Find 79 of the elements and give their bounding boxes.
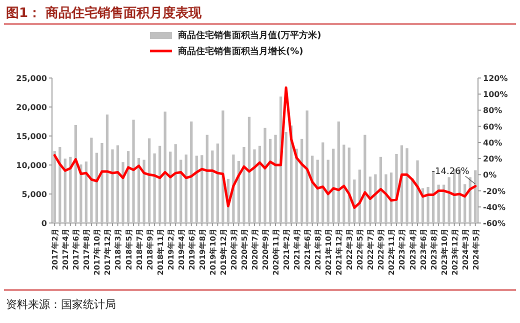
bar <box>184 154 188 223</box>
bar <box>100 142 104 223</box>
chart-title: 图1： 商品住宅销售面积月度表现 <box>6 5 203 21</box>
bar <box>180 160 182 223</box>
bar <box>126 151 130 223</box>
y2-tick-label: 80% <box>483 106 502 116</box>
bar <box>174 144 177 223</box>
y-tick-label: 15,000 <box>16 132 48 141</box>
bar <box>95 152 98 223</box>
bar <box>448 177 450 223</box>
bar <box>206 134 208 223</box>
annotation: -14.26% <box>432 167 470 178</box>
bar <box>332 148 335 223</box>
bar <box>84 162 88 223</box>
bar <box>90 138 93 223</box>
y-tick-label: 5,000 <box>22 190 48 199</box>
bar <box>274 134 277 223</box>
bar <box>200 155 204 223</box>
bar <box>153 153 156 223</box>
bar <box>53 151 56 223</box>
bar <box>322 142 324 223</box>
bar <box>374 174 377 223</box>
y2-tick-label: 60% <box>483 122 502 132</box>
y-tick-label: 0 <box>41 219 48 228</box>
bar <box>132 120 135 223</box>
bar <box>264 128 266 223</box>
bar <box>64 158 66 223</box>
y2-tick-label: 20% <box>483 154 502 164</box>
bar <box>342 144 346 223</box>
bar <box>306 110 308 223</box>
bar <box>248 116 251 223</box>
y-tick-label: 10,000 <box>16 161 48 170</box>
bar <box>379 156 382 223</box>
bar <box>142 160 146 223</box>
line-series <box>53 86 477 209</box>
bar <box>316 160 319 223</box>
y-tick-label: 25,000 <box>16 74 48 83</box>
bar <box>211 150 214 223</box>
bar <box>474 170 477 223</box>
bar <box>164 112 166 223</box>
text: 资料来源：国家统计局 <box>6 298 116 311</box>
bar <box>384 174 388 223</box>
bar <box>116 145 120 223</box>
bar <box>148 138 151 223</box>
bar <box>216 144 219 223</box>
bar <box>295 148 298 223</box>
y2-tick-label: -60% <box>483 219 506 228</box>
bar <box>416 160 419 223</box>
y2-tick-label: 40% <box>483 138 502 148</box>
bar <box>137 158 140 223</box>
bar <box>337 122 340 223</box>
bar <box>364 134 366 223</box>
bar <box>106 114 109 223</box>
bar <box>190 122 193 223</box>
bar <box>258 146 262 223</box>
legend-label: 商品住宅销售面积当月值(万平方米) <box>177 30 322 41</box>
bar <box>437 184 440 223</box>
bar <box>284 132 288 223</box>
bar <box>406 148 408 223</box>
bar <box>253 149 256 223</box>
bar <box>111 149 114 223</box>
y2-tick-label: -20% <box>483 186 506 196</box>
legend-label: 商品住宅销售面积当月增长(%) <box>177 46 304 57</box>
bar <box>242 147 246 223</box>
bar <box>426 187 430 223</box>
y2-tick-label: 120% <box>483 74 508 83</box>
bar <box>58 147 62 223</box>
y2-tick-label: 0% <box>483 170 497 180</box>
y-tick-label: 20,000 <box>16 103 48 112</box>
bar <box>74 124 77 223</box>
bar <box>300 138 304 223</box>
y2-tick-label: 100% <box>483 90 508 100</box>
bar <box>169 152 172 223</box>
bar <box>158 146 162 223</box>
bar <box>122 162 124 223</box>
bar <box>268 138 272 223</box>
bar <box>195 156 198 223</box>
y2-tick-label: -40% <box>483 202 506 212</box>
bar <box>69 156 72 223</box>
